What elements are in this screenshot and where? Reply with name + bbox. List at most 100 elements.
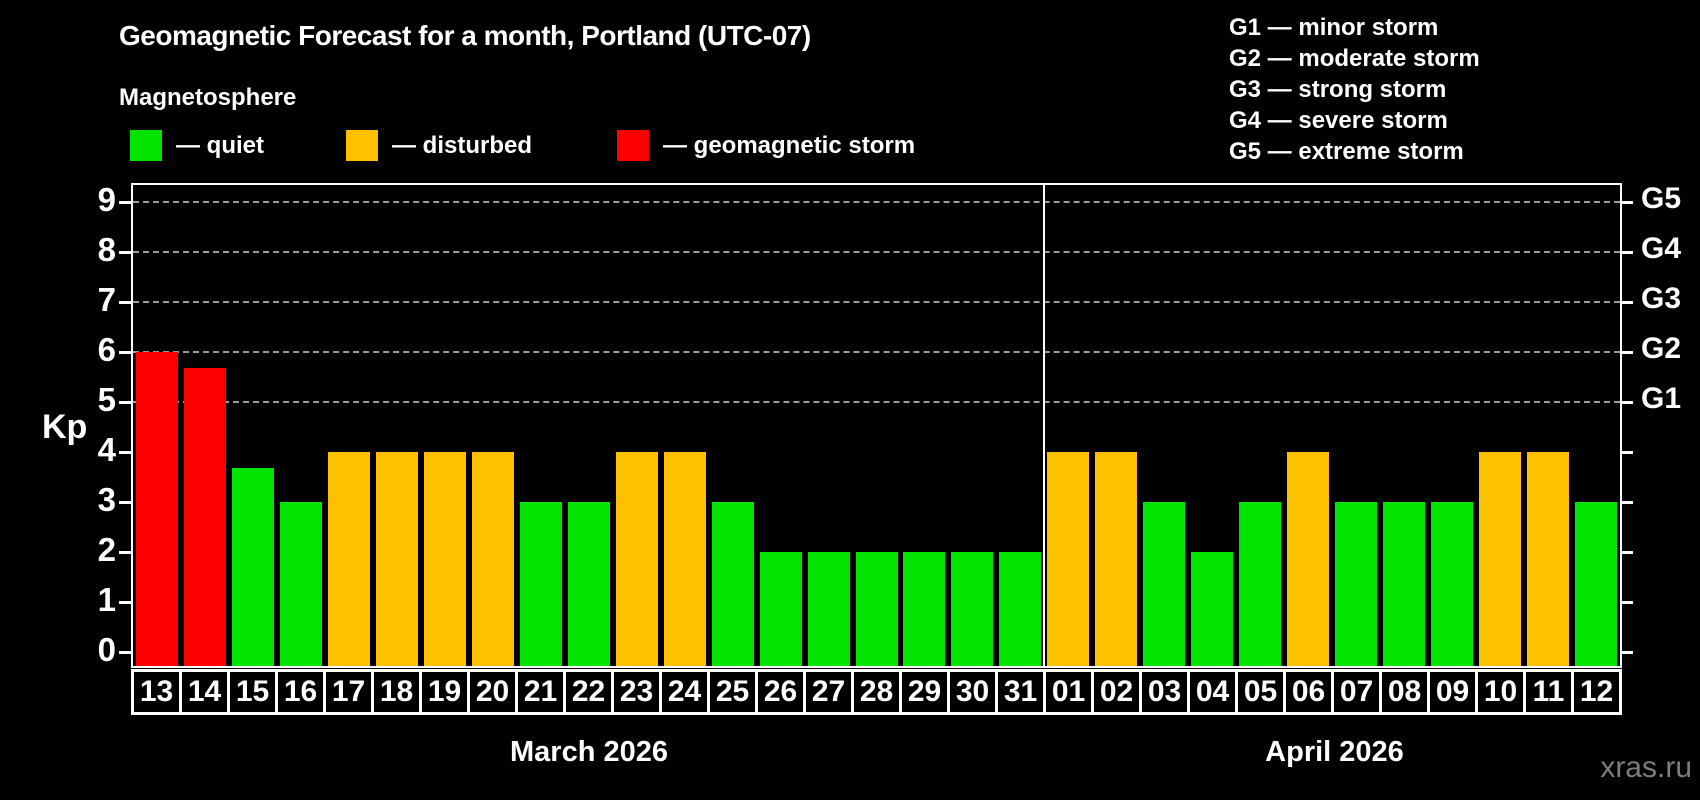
- date-cell: 13: [131, 669, 182, 715]
- g-scale-legend: G1 — minor storm G2 — moderate storm G3 …: [1229, 12, 1480, 167]
- kp-axis-label: Kp: [42, 408, 88, 446]
- kp-bar: [1287, 451, 1330, 666]
- kp-bar: [1047, 451, 1090, 666]
- y-axis-tick-left: [119, 650, 131, 654]
- date-cell: 25: [707, 669, 758, 715]
- date-cell: 23: [611, 669, 662, 715]
- kp-bar: [711, 501, 754, 666]
- date-cell: 17: [323, 669, 374, 715]
- date-cell: 04: [1187, 669, 1238, 715]
- y-tick-label: 4: [97, 430, 116, 468]
- plot-area: [131, 183, 1622, 668]
- month-label-march: March 2026: [510, 736, 668, 768]
- date-cell: 07: [1331, 669, 1382, 715]
- y-axis-tick-right: [1621, 650, 1633, 654]
- g3-legend-line: G3 — strong storm: [1229, 76, 1447, 103]
- date-cell: 06: [1283, 669, 1334, 715]
- date-cell: 29: [899, 669, 950, 715]
- y-tick-label: 9: [97, 180, 116, 218]
- y-axis-tick-right: [1621, 500, 1633, 504]
- date-cell: 18: [371, 669, 422, 715]
- y-axis-tick-left: [119, 200, 131, 204]
- g5-legend-line: G5 — extreme storm: [1229, 138, 1464, 165]
- y-tick-label: 5: [97, 380, 116, 418]
- legend-item-disturbed: — disturbed: [346, 130, 532, 161]
- g-tick-label-g2: G2: [1641, 331, 1682, 365]
- legend-label-storm: — geomagnetic storm: [663, 131, 916, 159]
- date-cell: 01: [1043, 669, 1094, 715]
- date-cell: 03: [1139, 669, 1190, 715]
- gridline-kp9: [133, 200, 1620, 203]
- date-cell: 27: [803, 669, 854, 715]
- gridline-kp7: [133, 300, 1620, 303]
- y-axis-tick-right: [1621, 600, 1633, 604]
- date-axis-strip: 13 14 15 16 17 18 19 20 21 22 23 24 25 26 27 28 29 30 31 01…: [131, 669, 1622, 715]
- y-axis-tick-left: [119, 550, 131, 554]
- y-tick-label: 1: [97, 580, 116, 618]
- kp-bar: [423, 451, 466, 666]
- y-axis-tick-left: [119, 600, 131, 604]
- y-axis-tick-left: [119, 250, 131, 254]
- kp-bar: [1143, 501, 1186, 666]
- kp-bar: [1335, 501, 1378, 666]
- kp-bar: [615, 451, 658, 666]
- date-cell: 30: [947, 669, 998, 715]
- kp-bar: [471, 451, 514, 666]
- storm-color-swatch: [617, 130, 649, 161]
- month-separator-line: [1043, 185, 1046, 666]
- kp-bar: [1575, 501, 1618, 666]
- date-cell: 15: [227, 669, 278, 715]
- y-axis-tick-right: [1621, 200, 1633, 204]
- g-tick-label-g4: G4: [1641, 231, 1682, 265]
- g-tick-label-g3: G3: [1641, 281, 1682, 315]
- legend-label-quiet: — quiet: [176, 131, 264, 159]
- y-axis-tick-right: [1621, 250, 1633, 254]
- kp-bar: [1527, 451, 1570, 666]
- date-cell: 16: [275, 669, 326, 715]
- magnetosphere-label: Magnetosphere: [119, 84, 297, 111]
- date-cell: 05: [1235, 669, 1286, 715]
- date-cell: 10: [1475, 669, 1526, 715]
- y-tick-label: 0: [97, 630, 116, 668]
- kp-bar: [1431, 501, 1474, 666]
- y-axis-tick-right: [1621, 400, 1633, 404]
- kp-bar: [1239, 501, 1282, 666]
- date-cell: 08: [1379, 669, 1430, 715]
- legend-item-storm: — geomagnetic storm: [617, 130, 915, 161]
- kp-bar: [807, 551, 850, 666]
- kp-bar: [1191, 551, 1234, 666]
- kp-bar: [519, 501, 562, 666]
- g-tick-label-g1: G1: [1641, 381, 1682, 415]
- y-axis-tick-right: [1621, 350, 1633, 354]
- kp-bar: [1383, 501, 1426, 666]
- chart-title: Geomagnetic Forecast for a month, Portla…: [119, 20, 811, 51]
- date-cell: 26: [755, 669, 806, 715]
- g4-legend-line: G4 — severe storm: [1229, 107, 1448, 134]
- kp-bar: [663, 451, 706, 666]
- date-cell: 02: [1091, 669, 1142, 715]
- y-axis-tick-left: [119, 500, 131, 504]
- kp-bar: [1095, 451, 1138, 666]
- kp-bar: [183, 368, 226, 666]
- kp-bar: [759, 551, 802, 666]
- date-cell: 28: [851, 669, 902, 715]
- y-tick-label: 3: [97, 480, 116, 518]
- kp-bar: [567, 501, 610, 666]
- y-tick-label: 7: [97, 280, 116, 318]
- kp-bar: [999, 551, 1042, 666]
- kp-bar: [375, 451, 418, 666]
- g2-legend-line: G2 — moderate storm: [1229, 45, 1480, 72]
- legend-item-quiet: — quiet: [130, 130, 264, 161]
- kp-bar: [903, 551, 946, 666]
- kp-bar: [855, 551, 898, 666]
- date-cell: 31: [995, 669, 1046, 715]
- date-cell: 24: [659, 669, 710, 715]
- kp-bar: [279, 501, 322, 666]
- month-label-april: April 2026: [1265, 736, 1404, 768]
- gridline-kp8: [133, 250, 1620, 253]
- gridline-kp5: [133, 400, 1620, 403]
- kp-bar: [231, 468, 274, 666]
- y-axis-tick-left: [119, 400, 131, 404]
- y-tick-label: 8: [97, 230, 116, 268]
